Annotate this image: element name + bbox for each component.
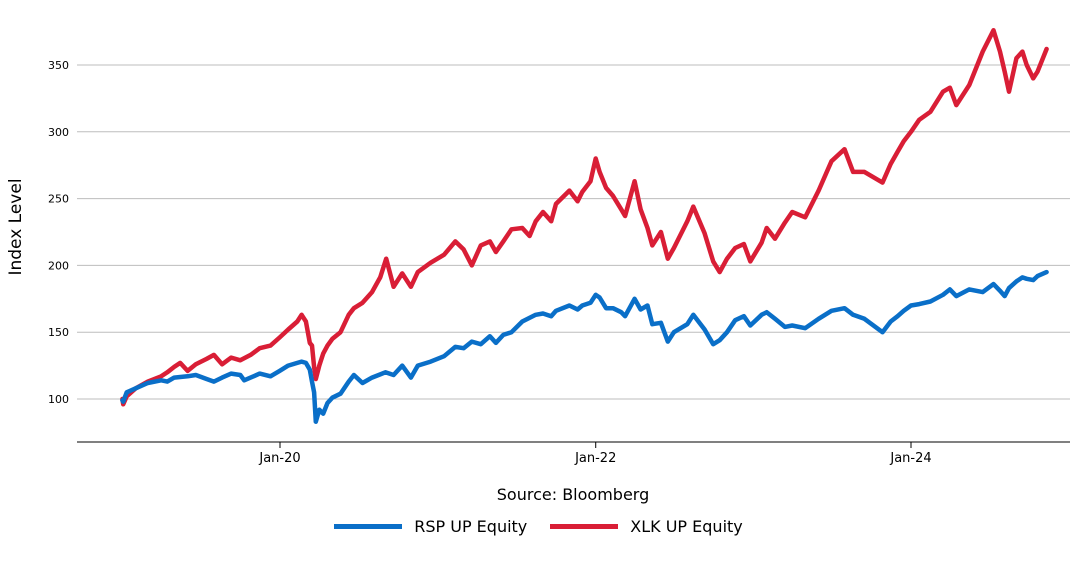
series-line-rsp-up-equity [120,269,1049,424]
y-tick-label-100: 100 [48,393,69,406]
y-tick-label-200: 200 [48,259,69,272]
x-axis-label: Source: Bloomberg [497,485,649,504]
y-gridlines [77,64,1070,400]
legend: RSP UP Equity XLK UP Equity [0,517,1077,536]
x-tick-label-2: Jan-24 [889,451,931,466]
series-lines [120,28,1049,424]
legend-item-1: XLK UP Equity [550,517,743,536]
y-tick-label-250: 250 [48,193,69,206]
legend-swatch-1 [550,524,619,529]
legend-item-0: RSP UP Equity [334,517,527,536]
series-line-xlk-up-equity [120,28,1049,407]
y-tick-label-350: 350 [48,59,69,72]
y-tick-label-300: 300 [48,126,69,139]
x-tick-label-0: Jan-20 [258,451,300,466]
legend-swatch-0 [334,524,403,529]
y-tick-label-150: 150 [48,326,69,339]
legend-label-0: RSP UP Equity [414,517,528,536]
x-tick-label-1: Jan-22 [574,451,616,466]
x-tick-marks: Jan-20 Jan-22 Jan-24 [258,442,932,466]
y-tick-labels: 100 150 200 250 300 350 [48,59,69,406]
y-axis-label: Index Level [6,178,26,275]
legend-label-1: XLK UP Equity [630,517,743,536]
